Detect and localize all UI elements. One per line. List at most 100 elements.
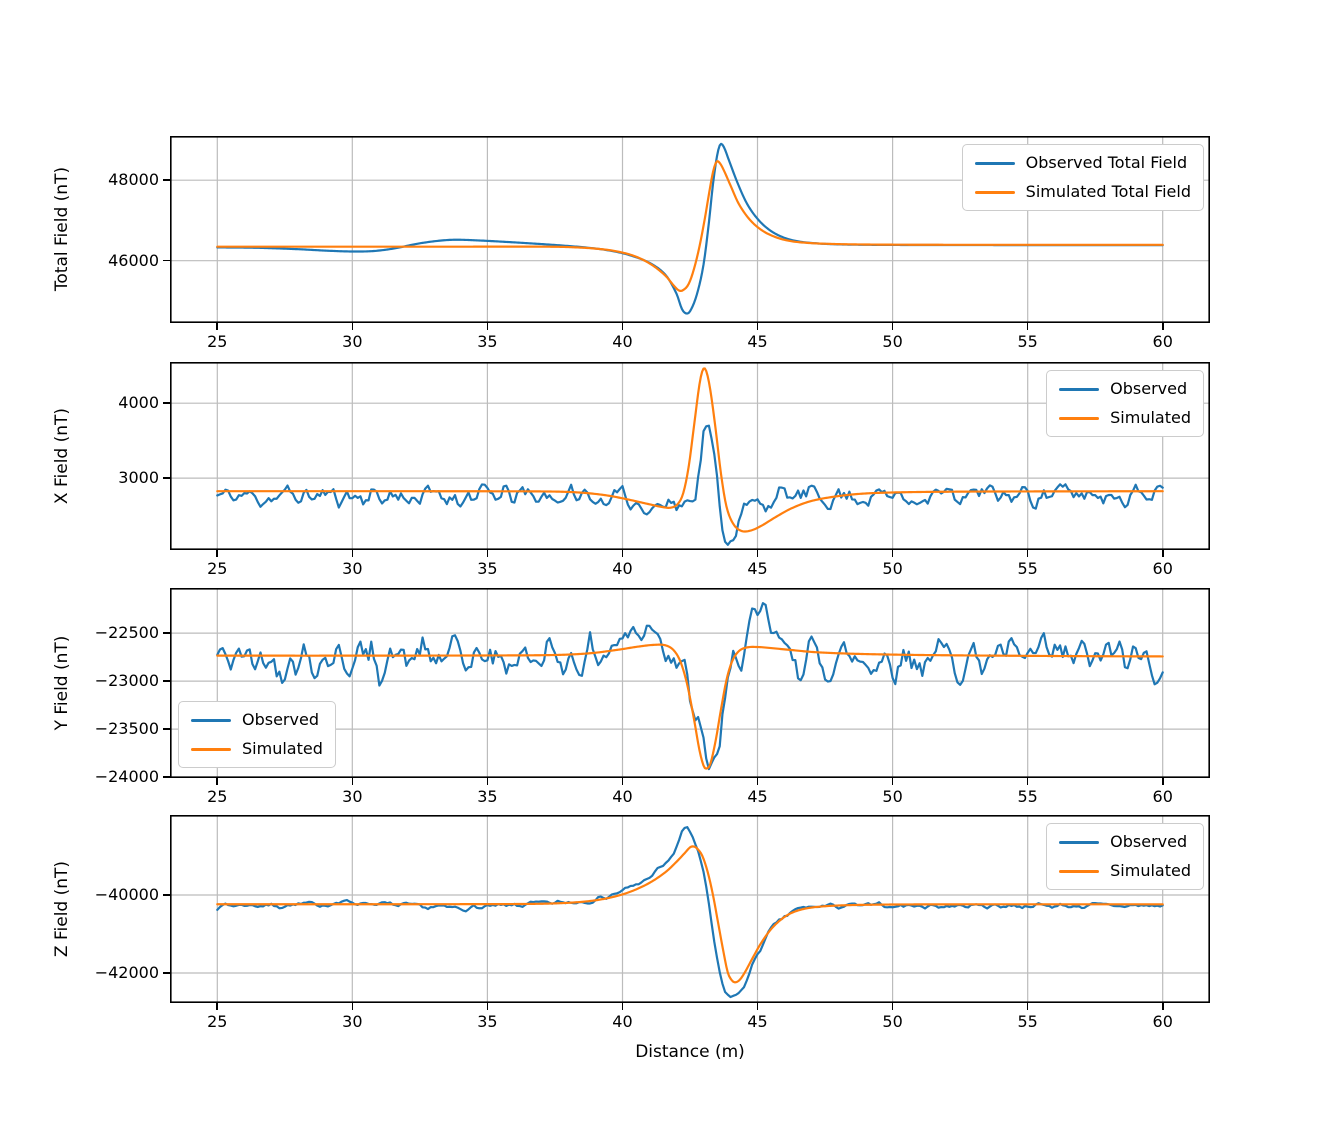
y-tick-mark — [162, 680, 170, 682]
x-tick-label: 30 — [342, 332, 363, 351]
axes-spine — [170, 136, 1210, 323]
y-tick-label: −23000 — [94, 671, 159, 691]
y-tick-label: 48000 — [108, 170, 159, 190]
x-tick-label: 60 — [1152, 787, 1173, 806]
x-tick-label: 45 — [747, 559, 768, 578]
x-tick-label: 50 — [882, 332, 903, 351]
simulated-total-field-line — [216, 160, 1164, 293]
x-tick-label: 55 — [1017, 559, 1038, 578]
y-tick-mark — [162, 894, 170, 896]
legend-label: Simulated Total Field — [1025, 182, 1191, 201]
simulated-line — [216, 367, 1164, 533]
x-tick-label: 40 — [612, 1012, 633, 1031]
legend: Observed Simulated — [178, 701, 336, 768]
x-tick-mark — [756, 323, 759, 330]
y-tick-label: 4000 — [118, 393, 159, 413]
legend-entry: Observed — [1059, 379, 1191, 399]
x-tick-mark — [621, 550, 624, 557]
x-tick-label: 50 — [882, 559, 903, 578]
x-tick-mark — [1026, 323, 1029, 330]
y-tick-label: −42000 — [94, 962, 159, 982]
x-tick-mark — [216, 323, 219, 330]
observed-line — [216, 826, 1164, 999]
x-tick-mark — [486, 778, 489, 785]
legend-label: Simulated — [1110, 861, 1191, 880]
x-tick-label: 35 — [477, 787, 498, 806]
x-tick-mark — [1026, 778, 1029, 785]
legend-label: Simulated — [1110, 408, 1191, 427]
x-tick-label: 35 — [477, 559, 498, 578]
x-tick-label: 30 — [342, 559, 363, 578]
axes-total-field: Observed Total Field Simulated Total Fiel… — [170, 136, 1210, 323]
x-tick-label: 40 — [612, 332, 633, 351]
x-tick-mark — [1026, 550, 1029, 557]
x-tick-mark — [351, 778, 354, 785]
y-tick-mark — [162, 179, 170, 182]
x-tick-label: 35 — [477, 332, 498, 351]
x-tick-label: 35 — [477, 1012, 498, 1031]
x-tick-mark — [351, 1003, 354, 1010]
legend-label: Observed — [1110, 379, 1188, 398]
plot-area-y-field — [170, 588, 1210, 778]
y-tick-label: −23500 — [94, 719, 159, 739]
legend-entry: Simulated — [191, 739, 323, 759]
x-tick-mark — [891, 323, 894, 330]
x-tick-mark — [621, 778, 624, 785]
legend-label: Simulated — [242, 739, 323, 758]
legend-line-swatch — [191, 718, 231, 722]
x-tick-label: 25 — [207, 787, 228, 806]
x-tick-mark — [621, 1003, 624, 1010]
x-tick-mark — [1161, 778, 1164, 785]
x-tick-mark — [756, 550, 759, 557]
legend: Observed Simulated — [1046, 370, 1204, 437]
x-tick-mark — [1026, 1003, 1029, 1010]
x-tick-label: 40 — [612, 787, 633, 806]
legend-line-swatch — [974, 161, 1015, 165]
y-tick-mark — [162, 259, 170, 262]
legend-label: Observed — [242, 710, 319, 729]
x-tick-mark — [216, 1003, 219, 1010]
y-tick-label: −22500 — [94, 623, 159, 643]
legend-entry: Simulated — [1059, 861, 1191, 881]
y-tick-label: 46000 — [108, 250, 159, 270]
legend-label: Observed Total Field — [1025, 153, 1188, 172]
legend: Observed Total Field Simulated Total Fiel… — [961, 144, 1204, 211]
y-tick-mark — [162, 402, 170, 404]
legend-line-swatch — [974, 190, 1015, 194]
x-tick-label: 55 — [1017, 1012, 1038, 1031]
legend: Observed Simulated — [1046, 823, 1204, 890]
legend-entry: Simulated Total Field — [974, 182, 1191, 202]
plot-area-z-field — [170, 815, 1210, 1003]
x-tick-mark — [351, 323, 354, 330]
legend-entry: Simulated — [1059, 408, 1191, 428]
x-tick-label: 30 — [342, 787, 363, 806]
x-tick-label: 45 — [747, 332, 768, 351]
x-tick-mark — [216, 550, 219, 557]
legend-line-swatch — [1059, 840, 1100, 844]
x-tick-label: 50 — [882, 787, 903, 806]
axes-y-field: Observed Simulated — [170, 588, 1210, 778]
y-tick-mark — [162, 477, 170, 479]
x-tick-label: 60 — [1152, 1012, 1173, 1031]
observed-line — [216, 602, 1164, 771]
legend-line-swatch — [1059, 869, 1100, 873]
simulated-line — [216, 643, 1164, 770]
x-tick-label: 45 — [747, 787, 768, 806]
y-tick-mark — [162, 776, 170, 778]
simulated-line — [216, 845, 1164, 984]
y-axis-label-z-field: Z Field (nT) — [52, 860, 72, 958]
x-tick-mark — [1161, 1003, 1164, 1010]
x-tick-mark — [486, 1003, 489, 1010]
x-tick-mark — [891, 550, 894, 557]
x-tick-label: 60 — [1152, 559, 1173, 578]
x-tick-mark — [891, 1003, 894, 1010]
grid-lines — [170, 815, 1210, 1003]
y-tick-mark — [162, 728, 170, 730]
legend-line-swatch — [1059, 387, 1100, 391]
x-tick-mark — [486, 550, 489, 557]
legend-entry: Observed — [191, 710, 323, 730]
x-tick-label: 45 — [747, 1012, 768, 1031]
x-tick-label: 25 — [207, 1012, 228, 1031]
x-tick-label: 50 — [882, 1012, 903, 1031]
